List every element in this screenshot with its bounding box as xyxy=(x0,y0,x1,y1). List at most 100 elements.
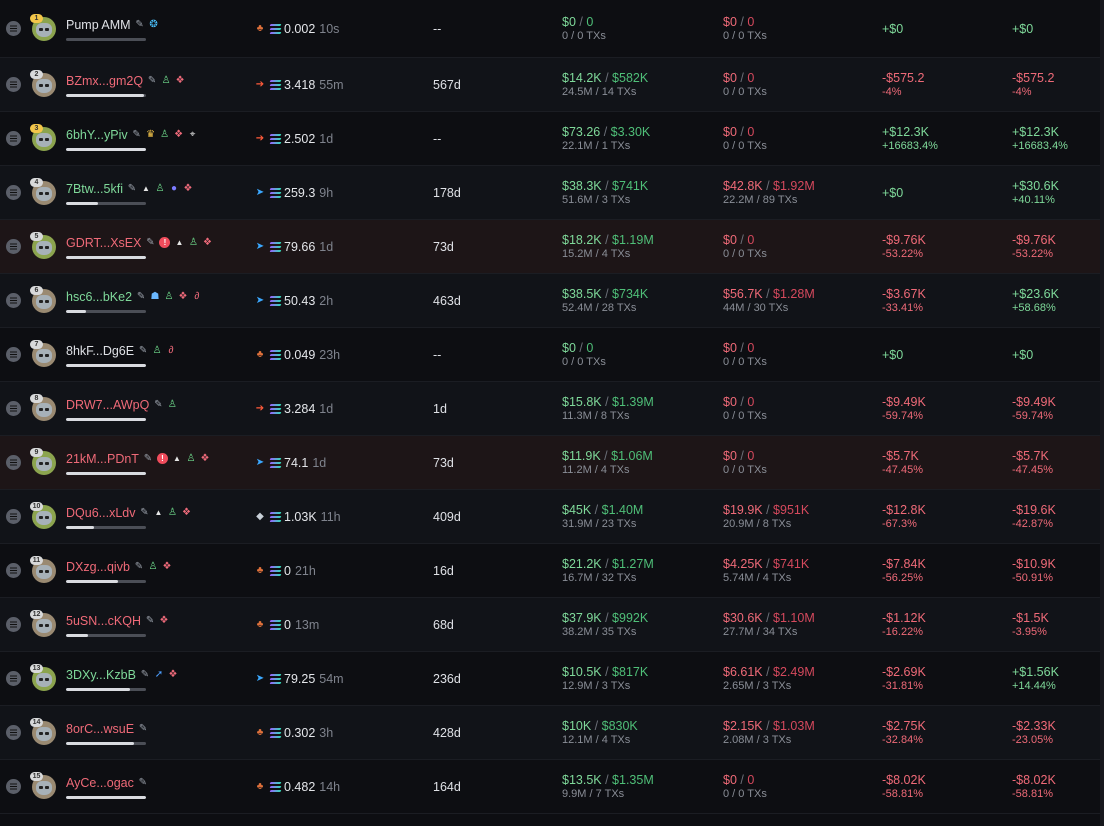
table-row[interactable]: 2 BZmx...gm2Q ✎ ♙ ❖ ➔ 3.418 55m 567d $14.2K / $58… xyxy=(0,58,1104,112)
avatar[interactable]: 15 xyxy=(30,771,56,799)
trader-name[interactable]: DQu6...xLdv xyxy=(66,505,136,520)
menu-icon[interactable] xyxy=(6,725,21,740)
sold-cell: $19.9K / $951K 20.9M / 8 TXs xyxy=(723,490,873,543)
pencil-icon[interactable]: ✎ xyxy=(138,776,148,788)
avatar-eye xyxy=(39,785,43,789)
trader-name[interactable]: 8orC...wsuE xyxy=(66,721,135,736)
trader-name[interactable]: 6bhY...yPiv xyxy=(66,127,128,142)
avatar[interactable]: 9 xyxy=(30,447,56,475)
avatar[interactable]: 13 xyxy=(30,663,56,691)
trader-name[interactable]: GDRT...XsEX xyxy=(66,235,142,250)
separator: / xyxy=(601,233,613,247)
menu-icon[interactable] xyxy=(6,21,21,36)
avatar[interactable]: 3 xyxy=(30,123,56,151)
trader-name[interactable]: 7Btw...5kfi xyxy=(66,181,123,196)
pencil-icon[interactable]: ✎ xyxy=(135,18,144,30)
pencil-icon[interactable]: ✎ xyxy=(145,614,155,626)
avatar[interactable]: 4 xyxy=(30,177,56,205)
separator: / xyxy=(601,179,613,193)
table-row[interactable]: 12 5uSN...cKQH ✎ ❖ ♣ 0 13m 68d $37.9K / $992K 38.… xyxy=(0,598,1104,652)
pencil-icon[interactable]: ✎ xyxy=(140,668,150,680)
holding-bar xyxy=(66,37,146,41)
menu-icon[interactable] xyxy=(6,347,21,362)
trader-name[interactable]: 8hkF...Dg6E xyxy=(66,343,135,358)
pencil-icon[interactable]: ✎ xyxy=(127,182,137,194)
menu-icon[interactable] xyxy=(6,779,21,794)
menu-icon[interactable] xyxy=(6,509,21,524)
avatar[interactable]: 7 xyxy=(30,339,56,367)
pencil-icon[interactable]: ✎ xyxy=(143,452,153,464)
menu-icon[interactable] xyxy=(6,671,21,686)
trader-name[interactable]: 21kM...PDnT xyxy=(66,451,139,466)
pencil-icon[interactable]: ✎ xyxy=(134,560,144,572)
separator: / xyxy=(736,449,748,463)
pnl-cell: +$12.3K +16683.4% xyxy=(1012,112,1102,165)
menu-icon[interactable] xyxy=(6,617,21,632)
name-line: GDRT...XsEX ✎! ▲ ♙ ❖ xyxy=(66,235,212,251)
table-row[interactable]: 3 6bhY...yPiv ✎ ♛ ♙ ❖ ⌖ ➔ 2.502 1d -- $73.26 / $3.3… xyxy=(0,112,1104,166)
holding-bar xyxy=(66,201,146,205)
menu-icon[interactable] xyxy=(6,455,21,470)
crab-icon: ♣ xyxy=(256,781,264,792)
trader-name[interactable]: AyCe...ogac xyxy=(66,775,134,790)
avatar[interactable]: 6 xyxy=(30,285,56,313)
pencil-icon[interactable]: ✎ xyxy=(140,506,149,518)
user-check-icon: ♙ xyxy=(160,128,170,140)
avatar[interactable]: 14 xyxy=(30,717,56,745)
pencil-icon[interactable]: ✎ xyxy=(147,74,157,86)
pencil-icon[interactable]: ✎ xyxy=(132,128,141,140)
trader-name[interactable]: DXzg...qivb xyxy=(66,559,130,574)
pnl-cell: +$0 xyxy=(1012,0,1102,57)
trader-name[interactable]: Pump AMM xyxy=(66,17,131,32)
trader-name[interactable]: DRW7...AWpQ xyxy=(66,397,150,412)
pencil-icon[interactable]: ✎ xyxy=(138,344,148,356)
trader-name[interactable]: 3DXy...KzbB xyxy=(66,667,136,682)
bought-usd: $13.5K xyxy=(562,773,602,787)
user-check-icon: ♙ xyxy=(186,452,196,464)
menu-icon[interactable] xyxy=(6,401,21,416)
trader-name[interactable]: 5uSN...cKQH xyxy=(66,613,142,628)
menu-icon[interactable] xyxy=(6,131,21,146)
menu-icon[interactable] xyxy=(6,77,21,92)
rank-badge: 3 xyxy=(30,123,43,133)
scrollbar[interactable] xyxy=(1100,0,1104,826)
table-row[interactable]: 8 DRW7...AWpQ ✎ ♙ ➔ 3.284 1d 1d $15.8K / $1.39M 1… xyxy=(0,382,1104,436)
menu-icon[interactable] xyxy=(6,293,21,308)
trader-name[interactable]: hsc6...bKe2 xyxy=(66,289,133,304)
table-row[interactable]: 6 hsc6...bKe2 ✎ ☗ ♙ ❖ ∂ ➤ 50.43 2h 463d $38.5K / $7… xyxy=(0,274,1104,328)
unrealized-cell: -$1.12K -16.22% xyxy=(882,598,1002,651)
menu-icon[interactable] xyxy=(6,563,21,578)
menu-icon[interactable] xyxy=(6,239,21,254)
table-row[interactable]: 4 7Btw...5kfi ✎ ▲ ♙ ● ❖ ➤ 259.3 9h 178d $38.3K / $7… xyxy=(0,166,1104,220)
avatar[interactable]: 5 xyxy=(30,231,56,259)
pencil-icon[interactable]: ✎ xyxy=(154,398,163,410)
table-row[interactable]: 14 8orC...wsuE ✎ ♣ 0.302 3h 428d $10K / $830K 12… xyxy=(0,706,1104,760)
user-check-icon: ♙ xyxy=(155,182,165,194)
separator: / xyxy=(601,611,613,625)
unrealized-pnl: -$9.49K xyxy=(882,395,926,409)
pencil-icon[interactable]: ✎ xyxy=(146,236,155,248)
rank-badge: 4 xyxy=(30,177,43,187)
avatar[interactable]: 10 xyxy=(30,501,56,529)
avatar[interactable]: 11 xyxy=(30,555,56,583)
avatar[interactable]: 8 xyxy=(30,393,56,421)
menu-icon[interactable] xyxy=(6,185,21,200)
pencil-icon[interactable]: ✎ xyxy=(138,722,148,734)
pencil-icon[interactable]: ✎ xyxy=(136,290,146,302)
sold-cell: $6.61K / $2.49M 2.65M / 3 TXs xyxy=(723,652,873,705)
avatar[interactable]: 12 xyxy=(30,609,56,637)
table-row[interactable]: 10 DQu6...xLdv ✎ ▲ ♙ ❖ ◆ 1.03K 11h 409d $45K / $1.… xyxy=(0,490,1104,544)
avatar[interactable]: 1 xyxy=(30,13,56,41)
table-row[interactable]: 5 GDRT...XsEX ✎! ▲ ♙ ❖ ➤ 79.66 1d 73d $18.2K / $1.… xyxy=(0,220,1104,274)
table-row[interactable]: 9 21kM...PDnT ✎! ▲ ♙ ❖ ➤ 74.1 1d 73d $11.9K / $1.0… xyxy=(0,436,1104,490)
trader-name[interactable]: BZmx...gm2Q xyxy=(66,73,144,88)
avatar[interactable]: 2 xyxy=(30,69,56,97)
table-row[interactable]: 13 3DXy...KzbB ✎ ➚ ❖ ➤ 79.25 54m 236d $10.5K / $8… xyxy=(0,652,1104,706)
sold-txs: 20.9M / 8 TXs xyxy=(723,518,792,530)
table-row[interactable]: 11 DXzg...qivb ✎ ♙ ❖ ♣ 0 21h 16d $21.2K / $1.27M 1… xyxy=(0,544,1104,598)
sold-alt: 0 xyxy=(747,449,755,463)
unrealized-pct: -16.22% xyxy=(882,626,923,638)
table-row[interactable]: 15 AyCe...ogac ✎ ♣ 0.482 14h 164d $13.5K / $1.3… xyxy=(0,760,1104,814)
